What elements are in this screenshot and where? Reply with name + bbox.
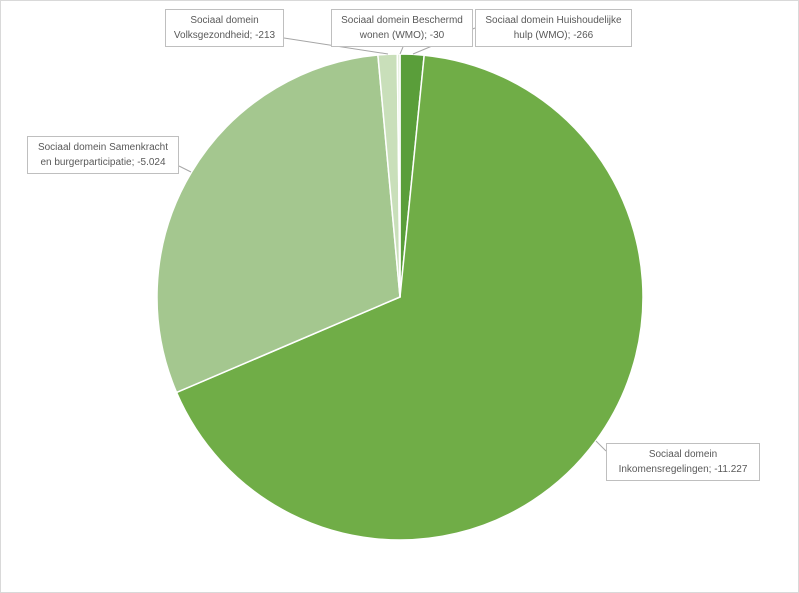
data-label-volksgezondheid: Sociaal domein Volksgezondheid; -213: [165, 9, 284, 47]
leader-line-beschermd-wonen: [399, 46, 404, 55]
data-label-beschermd-wonen: Sociaal domein Beschermd wonen (WMO); -3…: [331, 9, 473, 47]
data-label-category: Sociaal domein Samenkracht en burgerpart…: [37, 142, 169, 168]
data-label-value: -11.227: [714, 464, 748, 475]
data-label-category: Sociaal domein Inkomensregelingen: [618, 449, 718, 475]
pie-slice-sociaal-domein-samenkracht-en-burgerparticipatie: [156, 54, 401, 394]
data-label-samenkracht: Sociaal domein Samenkracht en burgerpart…: [27, 136, 179, 174]
pie: [156, 53, 644, 541]
data-label-separator: ;: [249, 30, 256, 41]
pie-slice-sociaal-domein-beschermd-wonen-wmo: [396, 53, 401, 298]
data-label-value: -213: [255, 30, 276, 41]
pie-slice-sociaal-domein-inkomensregelingen: [175, 54, 644, 541]
data-label-category: Sociaal domein Volksgezondheid: [173, 15, 259, 41]
data-label-value: -30: [429, 30, 445, 41]
data-label-category: Sociaal domein Huishoudelijke hulp (WMO): [485, 15, 622, 41]
leader-line-inkomensregelingen: [595, 440, 607, 452]
data-label-separator: ;: [424, 30, 430, 41]
data-label-huishoudelijke-hulp: Sociaal domein Huishoudelijke hulp (WMO)…: [475, 9, 632, 47]
data-label-separator: ;: [567, 30, 574, 41]
data-label-category: Sociaal domein Beschermd wonen (WMO): [341, 15, 463, 41]
data-label-value: -5.024: [137, 157, 166, 168]
leader-line-samenkracht: [178, 165, 192, 173]
data-label-value: -266: [573, 30, 594, 41]
data-label-inkomensregelingen: Sociaal domein Inkomensregelingen; -11.2…: [606, 443, 760, 481]
data-label-separator: ;: [131, 157, 138, 168]
data-label-separator: ;: [708, 464, 715, 475]
